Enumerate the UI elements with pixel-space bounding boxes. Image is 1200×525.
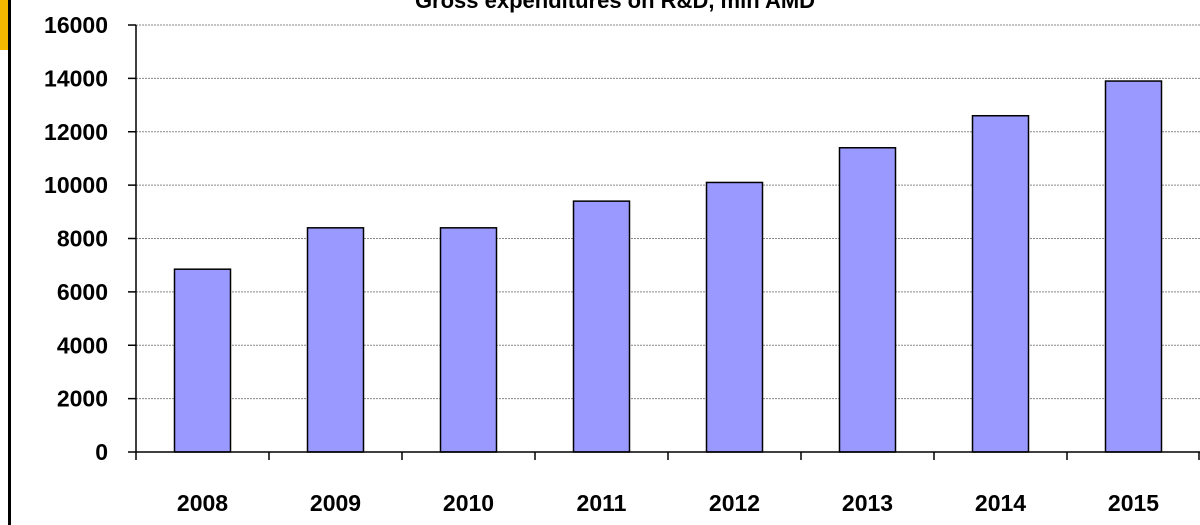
bars — [173, 80, 1163, 453]
y-tick-label: 8000 — [57, 226, 108, 252]
slide-left-border — [8, 0, 11, 525]
y-tick-label: 0 — [95, 439, 108, 465]
chart-title: Gross expenditures on R&D, mln AMD — [415, 0, 815, 13]
x-tick-label: 2011 — [577, 490, 627, 516]
gridlines — [136, 24, 1200, 400]
x-tick-label: 2014 — [975, 490, 1026, 516]
tick-labels: 0 2000 4000 6000 8000 10000 12000 14000 16000 200… — [44, 12, 1159, 516]
y-tick-label: 12000 — [44, 119, 108, 145]
bar-2011 — [572, 200, 631, 453]
x-tick-label: 2010 — [443, 490, 494, 516]
y-tick-label: 10000 — [44, 172, 108, 198]
y-tick-label: 14000 — [44, 65, 108, 91]
y-tick-label: 4000 — [57, 332, 108, 358]
slide-accent-bar — [0, 0, 8, 50]
x-tick-label: 2008 — [177, 490, 228, 516]
bar-2014 — [971, 114, 1030, 453]
bar-2013 — [838, 147, 897, 453]
y-tick-label: 2000 — [57, 386, 108, 412]
x-tick-label: 2015 — [1108, 490, 1159, 516]
bar-2012 — [705, 181, 764, 453]
axes — [128, 24, 1200, 460]
bar-2009 — [306, 227, 365, 453]
y-tick-label: 16000 — [44, 12, 108, 38]
x-tick-label: 2012 — [709, 490, 760, 516]
bar-2008 — [173, 268, 232, 453]
y-tick-label: 6000 — [57, 279, 108, 305]
x-tick-label: 2013 — [842, 490, 893, 516]
x-tick-label: 2009 — [310, 490, 361, 516]
bar-2010 — [439, 227, 498, 453]
bar-2015 — [1104, 80, 1163, 453]
